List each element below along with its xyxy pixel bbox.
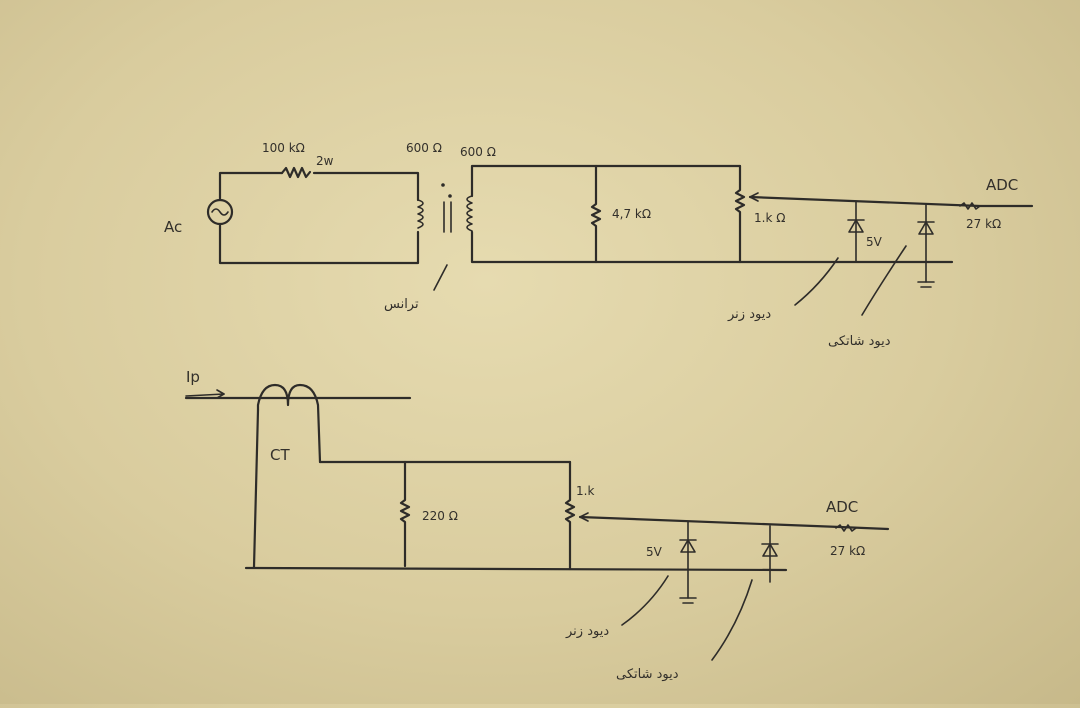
bottom-adc-resistor: 27 kΩ <box>830 544 865 558</box>
bottom-zener-voltage: 5V <box>646 545 663 559</box>
schottky-diode-icon <box>917 203 935 283</box>
zener-diode-icon <box>847 201 865 263</box>
primary-loop-wire <box>218 166 420 265</box>
ground-icon <box>917 281 935 288</box>
transformer-icon <box>417 183 473 291</box>
bottom-zener-note: دیود زنر <box>565 624 609 639</box>
top-adc-label: ADC <box>986 176 1018 194</box>
bottom-schottky-note: دیود شاتکی <box>616 667 679 682</box>
transformer-label: ترانس <box>384 297 419 312</box>
current-arrow-icon <box>185 389 225 399</box>
bottom-ground-icon <box>679 597 697 604</box>
current-transformer-icon <box>256 383 322 464</box>
zener-voltage: 5V <box>866 235 883 249</box>
ac-source-label: Ac <box>164 218 182 236</box>
bottom-adc-label: ADC <box>826 498 858 516</box>
top-circuit: Ac 100 kΩ 2w 600 Ω 600 Ω ترانس <box>164 141 1034 349</box>
bottom-zener-diode-icon <box>679 521 697 599</box>
series-resistor-value: 1.k Ω <box>754 211 785 225</box>
bottom-network-wire <box>244 408 788 572</box>
secondary-network-wire <box>470 164 954 264</box>
ip-current-label: Ip <box>186 368 200 386</box>
primary-resistor-power: 2w <box>316 154 334 168</box>
bottom-schottky-diode-icon <box>761 525 779 583</box>
bottom-series-resistor: 1.k <box>576 484 594 498</box>
primary-impedance: 600 Ω <box>406 141 442 155</box>
load-resistor-value: 4,7 kΩ <box>612 207 651 221</box>
ct-label: CT <box>270 446 290 464</box>
secondary-impedance: 600 Ω <box>460 145 496 159</box>
bottom-circuit: Ip CT 220 Ω 1.k ADC 27 kΩ <box>184 368 890 682</box>
burden-resistor-value: 220 Ω <box>422 509 458 523</box>
ac-source-icon <box>206 198 234 226</box>
top-schottky-note: دیود شاتکی <box>828 334 891 349</box>
top-zener-note: دیود زنر <box>727 307 771 322</box>
primary-resistor-value: 100 kΩ <box>262 141 305 155</box>
top-adc-resistor: 27 kΩ <box>966 217 1001 231</box>
